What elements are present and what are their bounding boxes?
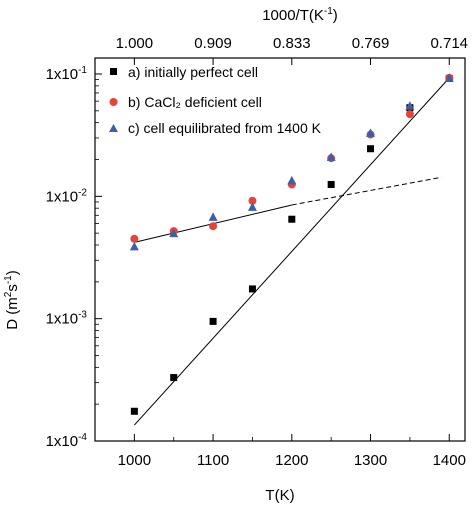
legend-label-b: b) CaCl₂ deficient cell	[128, 94, 262, 110]
y-axis-title: D (m2s-1)	[3, 270, 21, 329]
legend-marker-triangle	[109, 124, 118, 132]
series-c-point	[247, 202, 257, 211]
series-b-point	[130, 234, 139, 243]
axis-ticks: 1000 1100 1200 1300 1400 1.000 0.909 0.833 0.769…	[46, 35, 468, 469]
fit-line-2	[291, 176, 442, 206]
top-axis-title: 1000/T(K-1)	[262, 6, 338, 24]
legend-label-a: a) initially perfect cell	[128, 64, 258, 80]
top-tick-label: 0.714	[430, 35, 468, 52]
data-markers	[129, 73, 454, 415]
legend-label-c: c) cell equilibrated from 1400 K	[128, 120, 322, 136]
x-tick-label: 1200	[275, 452, 308, 469]
series-b-point	[405, 110, 414, 119]
series-c-point	[287, 175, 297, 185]
x-tick-label: 1100	[197, 452, 229, 469]
series-a-point	[130, 407, 138, 415]
x-axis-title: T(K)	[265, 487, 294, 504]
series-c-point	[405, 101, 415, 110]
series-b-point	[248, 196, 257, 205]
legend: a) initially perfect cell b) CaCl₂ defic…	[109, 64, 322, 136]
top-tick-label: 1.000	[116, 35, 154, 52]
series-c-point	[366, 128, 376, 137]
series-c-point	[129, 241, 139, 251]
series-c-point	[208, 212, 218, 221]
series-c-point	[326, 152, 336, 161]
series-c-point	[169, 228, 179, 238]
top-tick-label: 0.833	[273, 35, 311, 52]
top-tick-label: 0.909	[194, 35, 232, 52]
series-a-point	[327, 180, 335, 188]
plot-frame	[94, 57, 466, 442]
series-b-point	[209, 222, 218, 231]
y-tick-label: 1x10-2	[46, 187, 88, 205]
legend-marker-circle	[109, 98, 118, 106]
series-a-point	[170, 374, 178, 382]
y-tick-label: 1x10-3	[46, 310, 88, 328]
x-tick-label: 1000	[118, 452, 151, 469]
series-a-point	[288, 215, 296, 223]
series-c-point	[444, 73, 454, 82]
fit-line-0	[133, 77, 450, 426]
x-tick-label: 1400	[433, 452, 466, 469]
series-a-point	[248, 285, 256, 293]
y-tick-label: 1x10-4	[46, 432, 88, 450]
legend-marker-square	[110, 68, 117, 75]
x-tick-label: 1300	[354, 452, 387, 469]
series-a-point	[367, 145, 375, 153]
top-tick-label: 0.769	[352, 35, 390, 52]
y-tick-label: 1x10-1	[46, 65, 88, 83]
series-a-point	[209, 317, 217, 325]
